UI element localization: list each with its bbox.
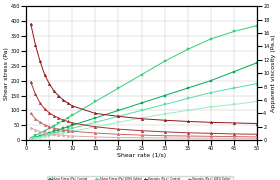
- X-axis label: Shear rate (1/s): Shear rate (1/s): [117, 153, 166, 158]
- Y-axis label: Shear stress (Pa): Shear stress (Pa): [4, 47, 9, 100]
- Y-axis label: Apparent viscosity (Pa.s): Apparent viscosity (Pa.s): [271, 34, 276, 112]
- Legend: Shear Stress (Pa)  Control, Shear Stress (Pa) 100%Isomalt, Shear Stress (Pa) 100: Shear Stress (Pa) Control, Shear Stress …: [47, 176, 233, 180]
